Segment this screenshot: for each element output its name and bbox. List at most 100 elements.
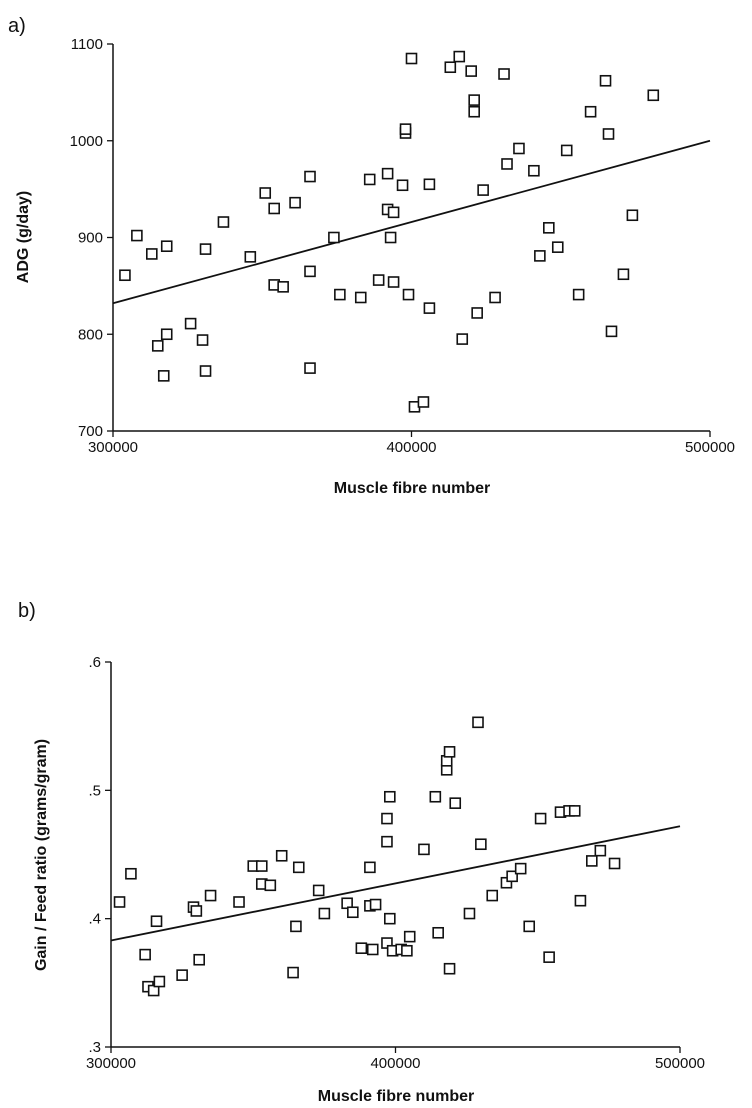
y-tick-label: .3	[88, 1039, 101, 1056]
data-point	[289, 196, 301, 209]
data-point	[477, 184, 489, 196]
data-point	[255, 860, 268, 872]
data-point	[381, 167, 394, 180]
data-point	[384, 912, 396, 925]
data-point	[275, 849, 288, 862]
data-point	[259, 187, 272, 199]
data-point	[432, 926, 444, 939]
data-point	[560, 144, 573, 157]
data-point	[312, 884, 325, 897]
data-point	[131, 229, 143, 242]
data-point	[369, 898, 382, 911]
data-point	[513, 142, 525, 155]
data-point	[423, 178, 436, 191]
data-point	[347, 906, 359, 919]
data-point	[506, 870, 518, 883]
data-point	[489, 291, 501, 304]
regression-line-a	[112, 139, 711, 305]
data-point	[304, 265, 316, 278]
data-point	[528, 164, 540, 177]
y-ticks-b: .3 .4 .5 .6	[88, 654, 111, 1056]
data-point	[586, 855, 598, 867]
data-point	[199, 243, 212, 255]
data-point	[381, 812, 393, 825]
data-point	[444, 61, 457, 74]
data-point	[151, 340, 164, 352]
data-point	[244, 251, 257, 263]
data-point	[468, 105, 480, 118]
data-point	[334, 288, 346, 301]
data-point	[401, 944, 413, 957]
points-b	[113, 716, 621, 997]
data-point	[574, 894, 587, 907]
data-point	[417, 396, 430, 408]
x-tick-label: 400000	[370, 1055, 420, 1072]
data-point	[304, 362, 316, 374]
data-point	[514, 862, 527, 875]
data-point	[384, 790, 396, 803]
data-point	[268, 202, 280, 215]
data-point	[568, 805, 581, 817]
data-point	[204, 889, 217, 902]
data-point	[354, 291, 367, 304]
data-point	[160, 328, 173, 341]
x-axis-label-b: Muscle fibre number	[318, 1088, 474, 1105]
data-point	[119, 269, 131, 282]
data-point	[418, 843, 430, 856]
y-ticks-a: 700 800 900 1000 1100	[70, 36, 113, 440]
chart-b: b) .3 .4 .5 .6 300000 400000 500000 Muscle fi…	[18, 600, 705, 1105]
panel-label-a: a)	[8, 15, 26, 37]
data-point	[543, 951, 555, 963]
x-tick-label: 400000	[386, 439, 436, 456]
data-point	[193, 953, 205, 966]
panel-label-b: b)	[18, 600, 36, 622]
regression-line-b	[110, 825, 681, 942]
x-ticks-b: 300000 400000 500000	[86, 1047, 705, 1072]
data-point	[157, 370, 170, 382]
data-point	[233, 896, 245, 908]
data-point	[405, 52, 418, 65]
data-point	[423, 302, 436, 314]
data-point	[443, 746, 456, 758]
data-point	[617, 268, 630, 281]
data-point	[146, 248, 158, 260]
data-point	[543, 222, 555, 234]
data-point	[384, 231, 397, 244]
y-tick-label: 1000	[70, 133, 103, 150]
y-tick-label: 1100	[71, 36, 103, 53]
data-point	[523, 920, 536, 933]
data-point	[363, 173, 376, 186]
data-point	[534, 250, 546, 262]
y-tick-label: .4	[88, 911, 101, 928]
data-point	[602, 128, 615, 140]
data-point	[290, 920, 302, 933]
data-point	[366, 943, 379, 956]
x-ticks-a: 300000 400000 500000	[88, 431, 735, 456]
data-point	[396, 179, 409, 192]
data-point	[465, 65, 478, 77]
data-point	[626, 209, 639, 222]
y-tick-label: 900	[78, 230, 103, 247]
data-point	[277, 281, 289, 293]
data-point	[599, 74, 612, 87]
data-point	[199, 365, 212, 377]
data-point	[381, 835, 393, 848]
data-point	[387, 206, 400, 219]
data-point	[399, 123, 412, 135]
x-axis-label-a: Muscle fibre number	[334, 480, 490, 497]
y-axis-label-a: ADG (g/day)	[15, 191, 32, 283]
data-point	[364, 861, 376, 874]
data-point	[468, 94, 480, 106]
y-tick-label: 700	[78, 423, 103, 440]
y-axis-label-b: Gain / Feed ratio (grams/gram)	[33, 739, 50, 971]
data-point	[403, 930, 416, 943]
data-point	[196, 334, 209, 346]
data-point	[160, 240, 173, 253]
data-point	[608, 857, 621, 870]
data-point	[264, 879, 277, 892]
data-point	[456, 333, 469, 345]
data-point	[534, 812, 547, 825]
data-point	[429, 790, 442, 803]
data-point	[387, 276, 400, 288]
